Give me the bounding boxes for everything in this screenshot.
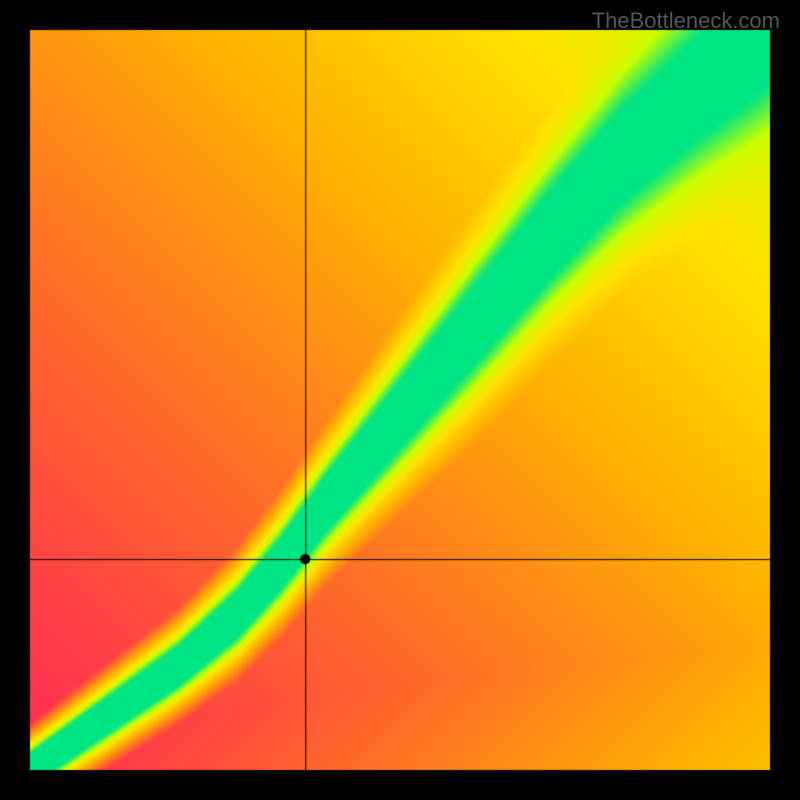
bottleneck-heatmap-canvas — [0, 0, 800, 800]
watermark-text: TheBottleneck.com — [592, 8, 780, 34]
chart-container: TheBottleneck.com — [0, 0, 800, 800]
